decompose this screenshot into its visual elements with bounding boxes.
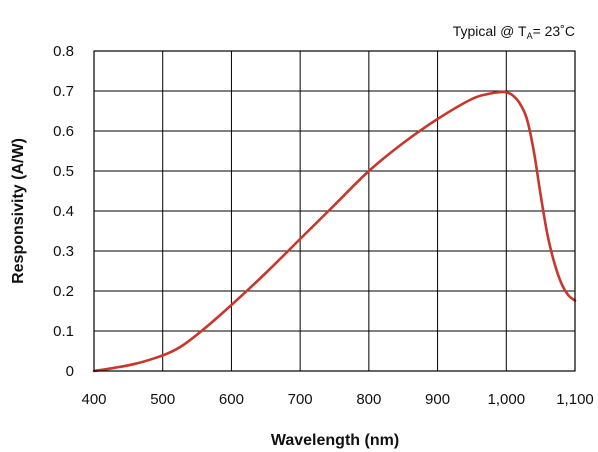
- y-tick-label: 0.3: [53, 243, 74, 260]
- x-tick-label: 1,100: [556, 391, 594, 408]
- x-tick-label: 500: [150, 391, 175, 408]
- x-tick-label: 900: [425, 391, 450, 408]
- series-layer: [92, 90, 577, 373]
- y-tick-label: 0.5: [53, 163, 74, 180]
- x-tick-label: 1,000: [488, 391, 526, 408]
- annotation-suffix: = 23˚C: [533, 23, 575, 39]
- y-tick-label: 0: [66, 363, 74, 380]
- annotation-subscript: A: [527, 31, 533, 41]
- y-tick-label: 0.1: [53, 323, 74, 340]
- y-tick-label: 0.2: [53, 283, 74, 300]
- x-tick-label: 800: [356, 391, 381, 408]
- y-tick-label: 0.4: [53, 203, 74, 220]
- y-axis-title: Responsivity (A/W): [10, 138, 27, 284]
- x-tick-label: 600: [219, 391, 244, 408]
- y-tick-label: 0.7: [53, 83, 74, 100]
- x-axis-title: Wavelength (nm): [271, 432, 399, 449]
- grid: [93, 50, 576, 372]
- y-tick-labels: 0 0.1 0.2 0.3 0.4 0.5 0.6 0.7 0.8: [53, 43, 74, 380]
- temperature-annotation: Typical @ TA= 23˚C: [453, 23, 575, 41]
- plot-frame: [93, 50, 576, 372]
- annotation-prefix: Typical @ T: [453, 23, 527, 39]
- y-tick-label: 0.6: [53, 123, 74, 140]
- y-tick-label: 0.8: [53, 43, 74, 60]
- responsivity-curve: [92, 90, 577, 373]
- x-tick-label: 700: [288, 391, 313, 408]
- x-tick-labels: 400 500 600 700 800 900 1,000 1,100: [81, 391, 593, 408]
- x-tick-label: 400: [81, 391, 106, 408]
